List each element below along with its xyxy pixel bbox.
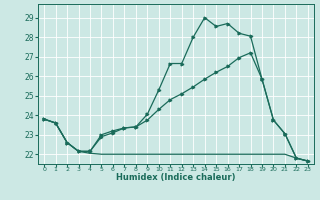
X-axis label: Humidex (Indice chaleur): Humidex (Indice chaleur): [116, 173, 236, 182]
